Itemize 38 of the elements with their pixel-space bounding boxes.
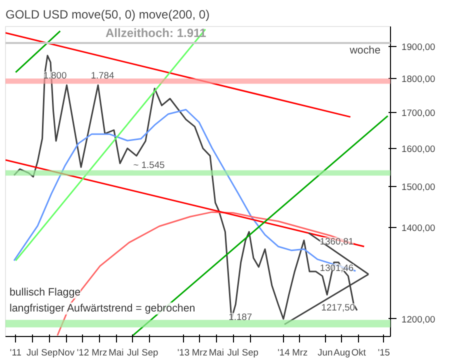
x-tick-label: Sep [41, 348, 58, 358]
x-tick-label: Mrz [292, 348, 308, 358]
annotation: 1.187 [228, 312, 252, 322]
y-tick-label: 1400,00 [402, 223, 436, 234]
annotation: 1.784 [90, 70, 114, 81]
x-tick-label: '11 [10, 348, 22, 358]
annotation: 1.800 [43, 70, 67, 81]
x-tick-label: Sep [242, 348, 258, 358]
x-tick-label: Jun [318, 348, 333, 358]
x-tick-label: Mai [208, 348, 224, 358]
x-tick-label: '13 [177, 348, 190, 358]
x-tick-label: '12 [76, 348, 90, 358]
x-tick-label: '15 [378, 348, 390, 358]
annotation: ~ 1.545 [133, 160, 165, 170]
y-tick-label: 1900,00 [402, 42, 436, 52]
x-tick-label: Mrz [192, 348, 208, 358]
annotation: bullisch Flagge [10, 286, 81, 298]
y-tick-label: 1700,00 [402, 108, 436, 118]
x-tick-label: Jul [227, 348, 240, 358]
annotation: 1360,81 [320, 236, 354, 246]
x-tick-label: Mrz [92, 348, 108, 358]
x-tick-label: Sep [142, 348, 158, 358]
y-tick-label: 1500,00 [402, 182, 436, 192]
annotation: woche [348, 44, 381, 56]
annotation: 1217,50 [321, 302, 356, 312]
chart-title: GOLD USD move(50, 0) move(200, 0) [6, 8, 210, 22]
y-tick-label: 1800,00 [402, 74, 436, 84]
x-tick-label: Okt [351, 348, 366, 358]
x-tick-label: Nov [58, 348, 75, 358]
x-tick-label: Aug [334, 348, 350, 358]
x-tick-label: Jul [26, 348, 38, 358]
x-tick-label: Jul [126, 348, 139, 358]
annotation: 1301,46 [320, 263, 354, 274]
x-tick-label: '14 [278, 348, 290, 358]
y-tick-label: 1200,00 [402, 314, 436, 324]
y-tick-label: 1600,00 [402, 144, 436, 154]
annotation: langfristiger Aufwärtstrend = gebrochen [10, 302, 196, 314]
x-tick-label: Mai [108, 348, 124, 358]
